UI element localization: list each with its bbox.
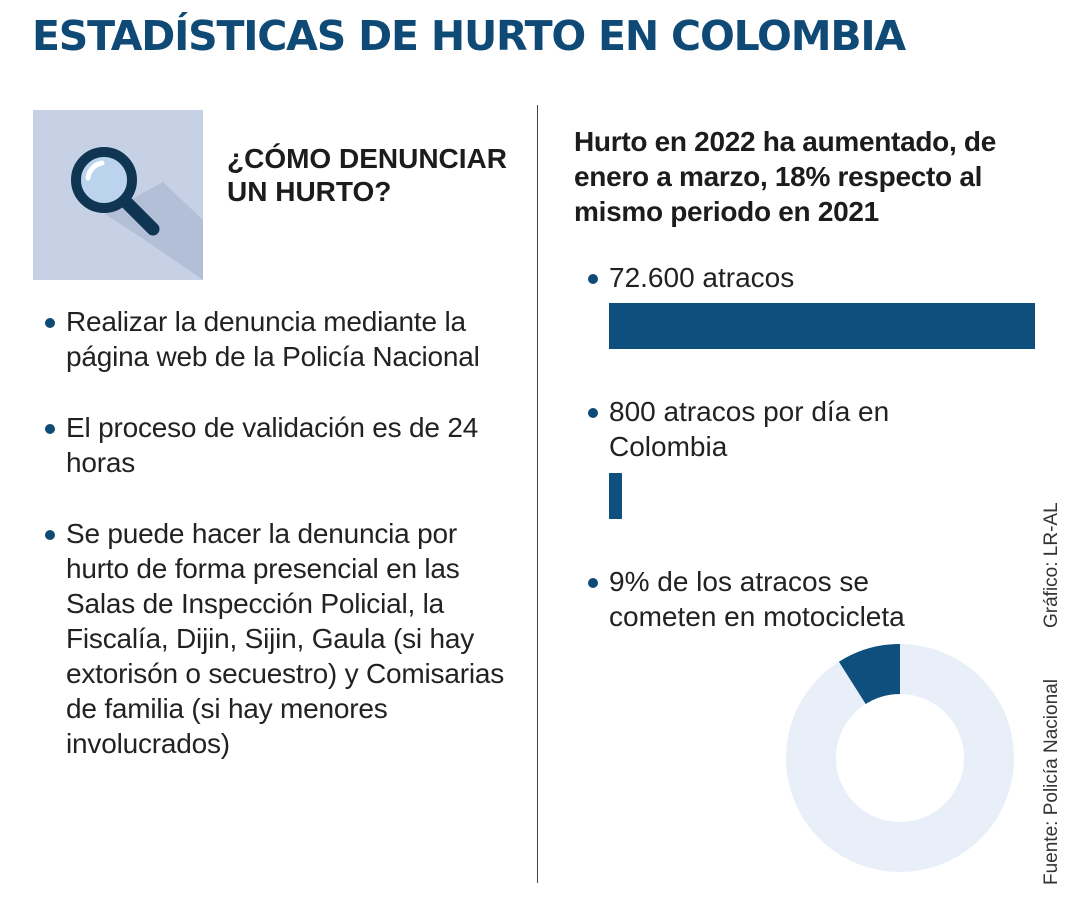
donut-slice-moto <box>838 644 900 704</box>
donut-chart <box>786 644 1014 872</box>
donut-track <box>786 644 1014 872</box>
stat-label-daily: 800 atracos por día en Colombia <box>588 394 909 464</box>
stat-label-moto: 9% de los atracos se cometen en motocicl… <box>588 564 909 634</box>
credit: Gráfico: LR-AL <box>1041 502 1062 628</box>
how-to-item: Realizar la denuncia mediante la página … <box>45 304 515 374</box>
page-title: ESTADÍSTICAS DE HURTO EN COLOMBIA <box>32 12 906 60</box>
how-to-item: Se puede hacer la denuncia por hurto de … <box>45 516 515 761</box>
how-to-list: Realizar la denuncia mediante la página … <box>45 304 515 797</box>
how-to-item: El proceso de validación es de 24 horas <box>45 410 515 480</box>
stats-headline: Hurto en 2022 ha aumentado, de enero a m… <box>574 126 996 227</box>
stat-label-total: 72.600 atracos <box>588 260 909 295</box>
how-to-title: ¿CÓMO DENUNCIAR UN HURTO? <box>227 143 507 207</box>
bar-total <box>609 303 1035 349</box>
source: Fuente: Policía Nacional <box>1041 679 1062 885</box>
icon-box <box>33 110 203 280</box>
magnifying-glass-icon <box>71 147 203 280</box>
column-divider <box>537 105 538 883</box>
bar-daily <box>609 473 622 519</box>
